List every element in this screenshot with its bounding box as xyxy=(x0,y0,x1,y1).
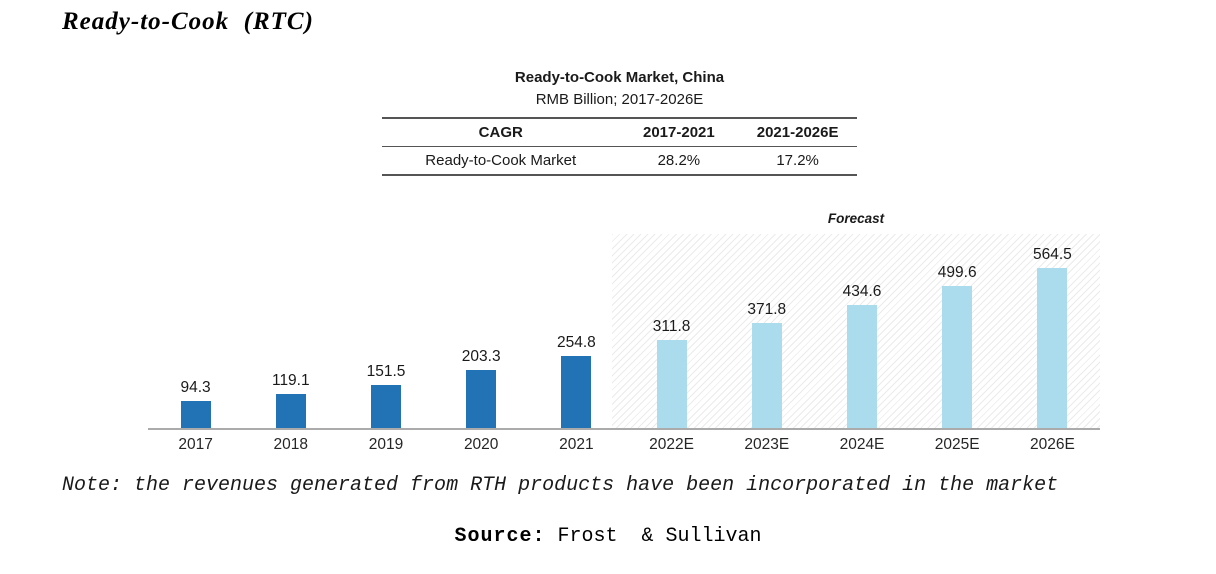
bar-chart: Forecast 94.3 2017 119.1 2018 151.5 2019 203.3… xyxy=(148,211,1100,453)
table-header-1: 2017-2021 xyxy=(643,124,715,141)
page-title: Ready-to-Cook (RTC) xyxy=(62,8,314,35)
source-label: Source: xyxy=(454,525,546,548)
source-text: Frost & Sullivan xyxy=(545,525,762,548)
bar-2021 xyxy=(561,355,592,428)
bar-value-2025E: 499.6 xyxy=(937,264,977,282)
note: Note: the revenues generated from RTH pr… xyxy=(62,474,1059,497)
bar-2017 xyxy=(180,401,211,428)
bar-2018 xyxy=(275,394,306,428)
bar-2019 xyxy=(371,385,401,428)
table-cell: Ready-to-Cook Market xyxy=(425,152,577,169)
bar-value-2023E: 371.8 xyxy=(747,300,787,318)
bar-2022E xyxy=(656,339,687,428)
bar-value-2026E: 564.5 xyxy=(1032,246,1072,263)
x-label-2026E: 2026E xyxy=(1029,436,1075,453)
bar-value-2021: 254.8 xyxy=(556,333,596,351)
bar-value-2018: 119.1 xyxy=(271,372,310,390)
table-header-0: CAGR xyxy=(478,124,523,141)
table-header-row: CAGR 2017-2021 2021-2026E xyxy=(382,118,857,147)
cagr-table-block: Ready-to-Cook Market, China RMB Billion;… xyxy=(382,68,857,176)
source-line: Source: Frost & Sullivan xyxy=(0,525,1216,548)
x-axis xyxy=(148,428,1100,430)
x-label-2021: 2021 xyxy=(559,436,594,453)
x-label-2025E: 2025E xyxy=(934,436,980,453)
x-label-2022E: 2022E xyxy=(649,436,694,453)
x-label-2024E: 2024E xyxy=(839,436,885,453)
bar-value-2022E: 311.8 xyxy=(652,317,691,335)
cagr-table: CAGR 2017-2021 2021-2026E Ready-to-Cook Ma… xyxy=(382,117,857,176)
table-title: Ready-to-Cook Market, China xyxy=(514,69,725,86)
x-label-2018: 2018 xyxy=(273,436,309,453)
x-label-2023E: 2023E xyxy=(744,436,790,453)
bar-2020 xyxy=(466,370,497,428)
table-cell: 28.2% xyxy=(657,152,701,169)
table-row: Ready-to-Cook Market 28.2% 17.2% xyxy=(382,147,857,176)
bar-value-2017: 94.3 xyxy=(180,379,211,397)
bar-2026E xyxy=(1037,268,1068,428)
bar-value-2020: 203.3 xyxy=(461,348,501,366)
bar-2023E xyxy=(751,322,782,428)
table-header-2: 2021-2026E xyxy=(756,124,839,141)
table-subtitle: RMB Billion; 2017-2026E xyxy=(535,91,704,108)
table-cell: 17.2% xyxy=(776,152,819,169)
x-label-2019: 2019 xyxy=(368,436,404,453)
bar-value-2024E: 434.6 xyxy=(842,282,882,300)
x-label-2020: 2020 xyxy=(463,436,499,453)
x-label-2017: 2017 xyxy=(178,436,213,453)
bar-value-2019: 151.5 xyxy=(366,363,406,381)
bar-2025E xyxy=(942,286,973,428)
bar-2024E xyxy=(847,304,877,428)
forecast-label: Forecast xyxy=(827,211,885,226)
